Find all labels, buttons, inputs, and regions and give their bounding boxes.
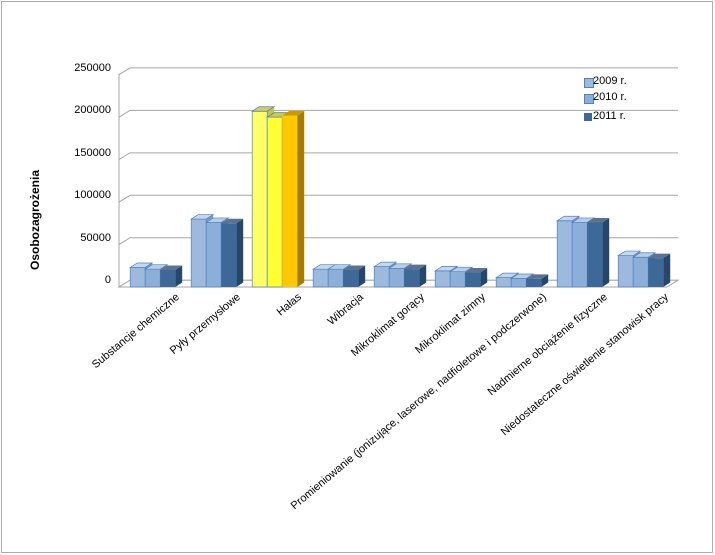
svg-text:Promieniowanie (jonizujące, la: Promieniowanie (jonizujące, laserowe, na…: [289, 291, 549, 512]
svg-text:Hałas: Hałas: [275, 291, 305, 319]
svg-text:Nadmierne obciążenie fizyczne: Nadmierne obciążenie fizyczne: [486, 291, 610, 398]
svg-text:Substancje chemiczne: Substancje chemiczne: [90, 291, 182, 371]
svg-text:Wibracja: Wibracja: [325, 291, 366, 328]
